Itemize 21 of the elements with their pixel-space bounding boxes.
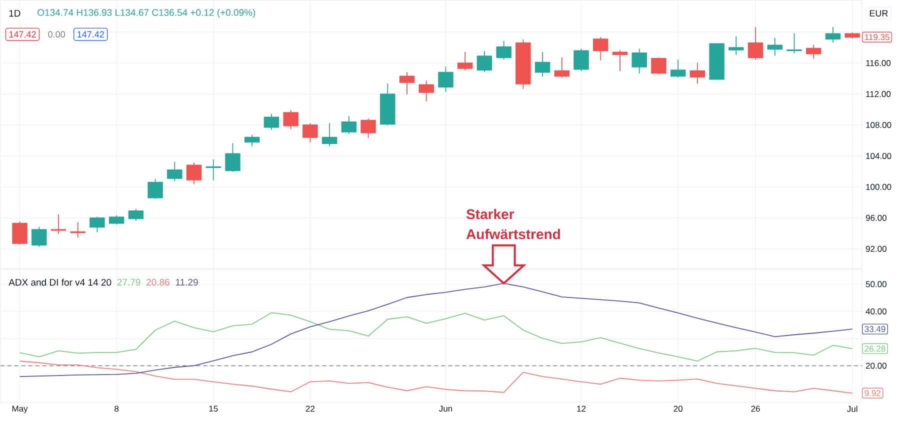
y-tick-label: 40.00 bbox=[866, 308, 886, 314]
y-tick-label: 50.00 bbox=[866, 281, 886, 288]
y-tick-label: 20.00 bbox=[866, 362, 886, 369]
annotation: 20.86 bbox=[146, 278, 170, 286]
data-label: 33.49 bbox=[864, 326, 886, 332]
text: ADX and DI for v4 14 20 bbox=[8, 278, 112, 286]
annotation: 11.29 bbox=[176, 278, 198, 286]
x-tick-label: 22 bbox=[306, 406, 314, 412]
x-tick-label: Jun bbox=[439, 406, 452, 412]
line-series bbox=[19, 360, 853, 394]
data-label: 9.92 bbox=[864, 390, 880, 396]
x-tick-label: Jul bbox=[847, 406, 858, 412]
x-tick-label: 15 bbox=[209, 406, 218, 412]
annotation: 27.79 bbox=[117, 278, 140, 286]
x-tick-label: 8 bbox=[114, 406, 119, 412]
x-tick-label: 20 bbox=[674, 406, 682, 412]
data-label: 26.28 bbox=[864, 346, 886, 352]
line-series bbox=[19, 312, 853, 362]
x-tick-label: 12 bbox=[577, 406, 586, 412]
x-tick-label: May bbox=[12, 406, 28, 414]
x-tick-label: 26 bbox=[751, 406, 760, 412]
